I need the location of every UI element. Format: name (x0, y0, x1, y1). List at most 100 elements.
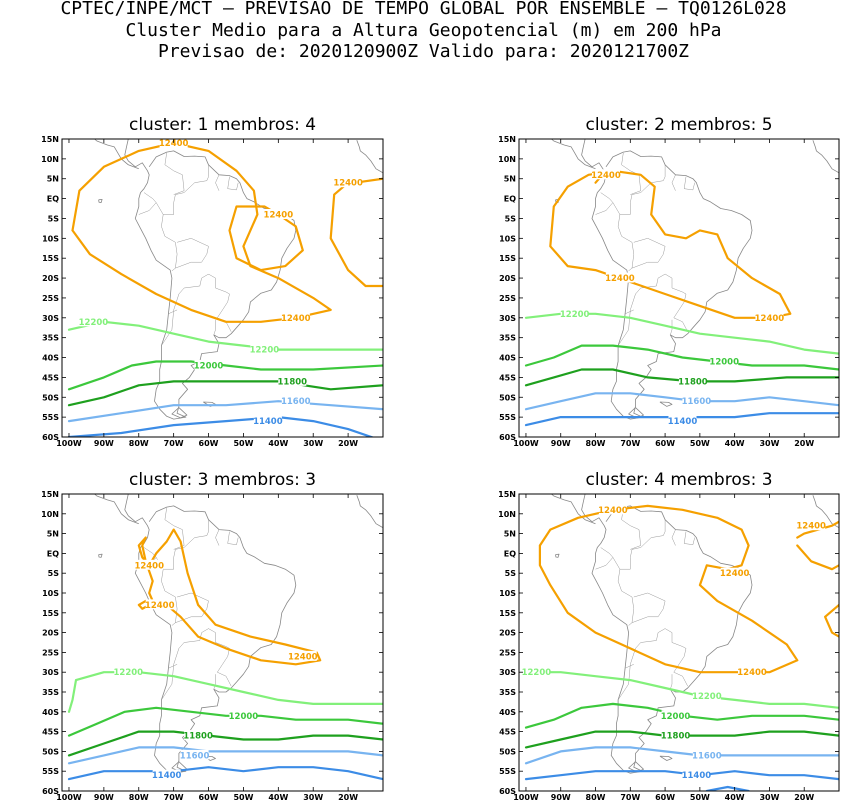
country-border (640, 628, 687, 673)
contour-line-12400 (329, 181, 383, 288)
contour-11800: 11800 (524, 730, 839, 749)
country-border (617, 531, 666, 623)
lon-tick-label: 50W (233, 793, 253, 802)
lat-tick-label: 45S (499, 373, 516, 382)
coastline (171, 407, 188, 419)
lon-tick-label: 40W (268, 793, 288, 802)
contour-line-11400 (67, 766, 383, 781)
lat-tick-label: 5S (48, 214, 60, 223)
country-border (168, 309, 178, 315)
country-border (168, 664, 178, 669)
contour-label-bg (79, 316, 108, 327)
country-border (671, 529, 676, 546)
country-border (143, 192, 164, 215)
lon-tick-label: 40W (725, 439, 745, 448)
lat-tick-label: 10S (499, 589, 516, 598)
lon-tick-label: 80W (586, 439, 606, 448)
country-border (600, 192, 621, 215)
lat-tick-label: 40S (499, 354, 516, 363)
map-panel-3: cluster: 3 membros: 3 12400 12400 12400 1220… (41, 470, 384, 802)
country-border (171, 267, 176, 272)
contour-label-bg (114, 666, 143, 677)
contour-11400: 11400 (67, 766, 383, 781)
coastline (356, 495, 383, 529)
contour-11600: 11600 (524, 746, 839, 765)
lon-tick-label: 40W (725, 793, 745, 802)
country-border (628, 622, 633, 626)
country-border (227, 176, 239, 191)
lat-tick-label: 5N (504, 530, 516, 539)
lat-tick-label: 30S (499, 668, 516, 677)
lat-tick-label: 10N (41, 155, 59, 164)
contour-11200 (705, 785, 750, 791)
contour-label: 12400 (796, 522, 826, 532)
lat-tick-label: 5N (47, 175, 59, 184)
contour-label: 11800 (678, 377, 708, 387)
contour-12000: 12000 (67, 706, 383, 737)
contour-label-bg (334, 177, 363, 188)
contour-label-bg (281, 312, 310, 323)
lon-tick-label: 30W (759, 439, 779, 448)
country-border (624, 664, 634, 669)
coastline (124, 139, 297, 420)
coastline (98, 199, 103, 203)
contour-label: 12200 (522, 668, 552, 678)
lon-tick-label: 100W (56, 439, 82, 448)
lat-tick-label: 15N (41, 135, 59, 144)
contour-line-11600 (67, 400, 383, 423)
contour-label: 11400 (682, 771, 712, 781)
contour-label: 12400 (264, 210, 294, 220)
contour-label: 12000 (229, 712, 259, 722)
lat-tick-label: 5S (505, 214, 517, 223)
country-border (184, 273, 230, 318)
coastline (581, 139, 753, 420)
main-title-line-1: CPTEC/INPE/MCT — PREVISAO DE TEMPO GLOBA… (60, 0, 786, 19)
lat-tick-label: 25S (42, 294, 59, 303)
lat-tick-label: EQ (504, 549, 516, 558)
country-border (670, 319, 673, 335)
lat-tick-label: 20S (42, 629, 59, 638)
coastline (812, 140, 839, 174)
country-border (673, 671, 688, 687)
contour-line-11400 (67, 416, 375, 437)
contour-12200: 12200 12200 (67, 316, 383, 356)
lon-tick-label: 70W (164, 793, 184, 802)
country-border (213, 674, 216, 690)
country-border (213, 319, 216, 335)
contour-label-bg (678, 375, 707, 386)
lon-tick-label: 20W (338, 793, 358, 802)
contour-label: 12400 (145, 601, 175, 611)
lat-tick-label: 30S (42, 668, 59, 677)
lat-tick-label: 10S (42, 589, 59, 598)
lat-tick-label: 10N (498, 155, 516, 164)
lat-tick-label: 45S (42, 373, 59, 382)
contour-label: 11600 (180, 751, 210, 761)
contour-line-12200 (524, 671, 839, 709)
contour-line-11600 (524, 746, 839, 765)
contour-line-12400 (549, 169, 792, 319)
lat-tick-label: EQ (47, 549, 59, 558)
lat-tick-label: 35S (499, 334, 516, 343)
lat-tick-label: 15N (498, 135, 516, 144)
map-panel-2: cluster: 2 membros: 5 12400 12400 12400 1220… (498, 115, 840, 448)
contour-label-bg (281, 395, 310, 406)
contour-line-12400 (796, 544, 839, 571)
coastline (98, 553, 103, 558)
contour-label-bg (797, 520, 826, 531)
contour-label: 12400 (755, 314, 785, 324)
contour-label-bg (682, 769, 711, 780)
contour-line-12400 (824, 603, 839, 638)
country-border (631, 238, 666, 269)
country-border (617, 287, 641, 346)
lon-tick-label: 30W (303, 793, 323, 802)
contour-label: 11400 (152, 771, 182, 781)
lon-tick-label: 80W (586, 793, 606, 802)
coastline (659, 401, 673, 407)
contour-11800: 11800 (67, 375, 383, 407)
country-border (624, 309, 634, 315)
panel-title: cluster: 2 membros: 5 (585, 115, 772, 135)
country-border (161, 531, 209, 623)
lat-tick-label: 50S (42, 747, 59, 756)
contour-12200: 12200 (67, 666, 383, 713)
